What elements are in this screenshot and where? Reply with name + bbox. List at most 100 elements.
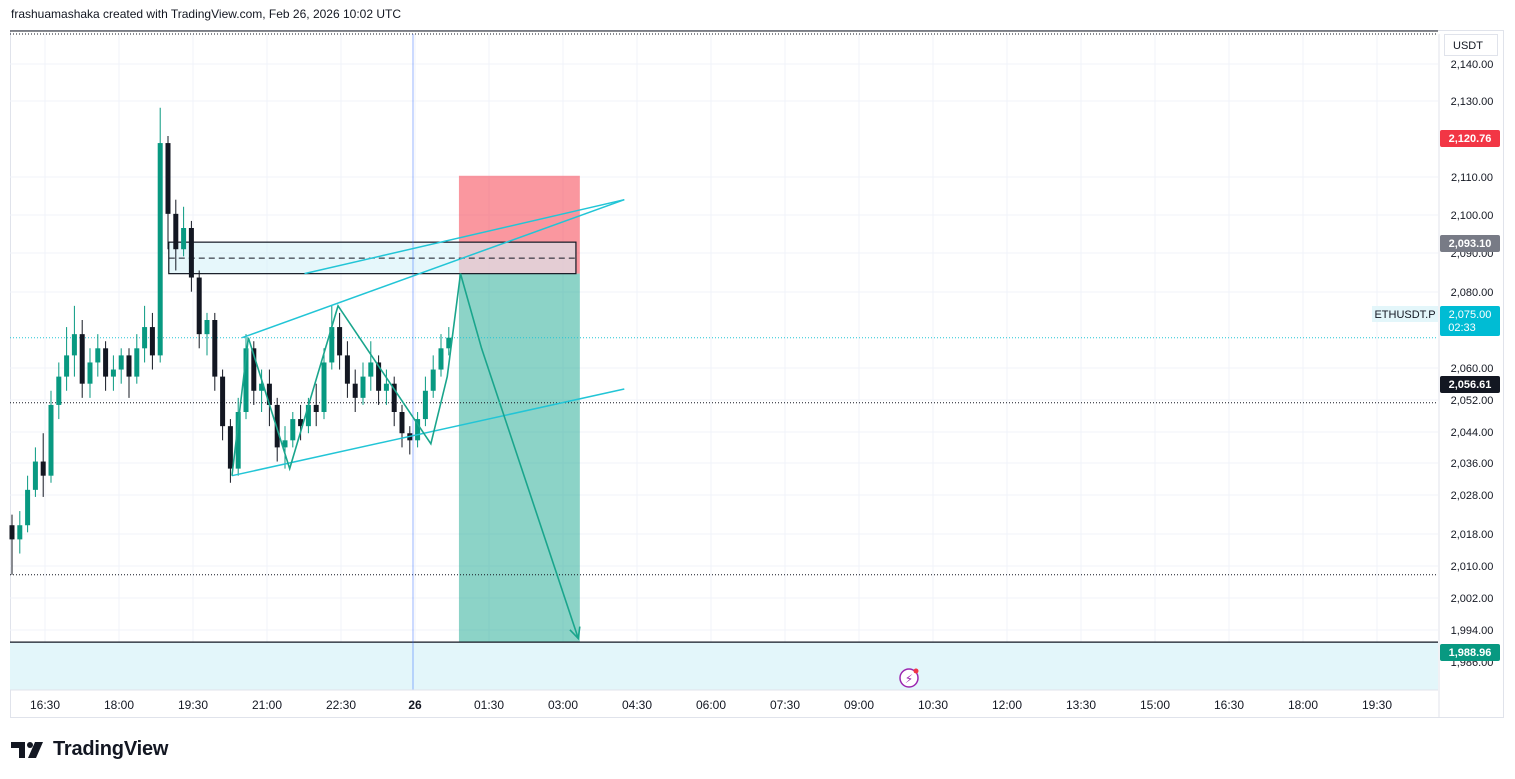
y-tick-label: 2,080.00 [1451,287,1494,299]
x-tick-label: 01:30 [474,698,504,712]
candle-body [415,419,421,441]
x-tick-label: 09:00 [844,698,874,712]
brand-name: TradingView [53,738,169,760]
candle-body [188,228,194,278]
x-tick-label: 15:00 [1140,698,1170,712]
candle-body [40,461,46,476]
candle-body [220,376,226,427]
candle-body [368,362,374,377]
candle-body [71,334,77,356]
candle-body [196,277,202,335]
channel-lower-line [231,388,625,477]
candle-body [266,383,272,405]
x-tick-label: 18:00 [1288,698,1318,712]
price-badge [1440,235,1500,252]
candle-body [134,348,140,377]
chart-attribution: frashuamashaka created with TradingView.… [11,7,401,21]
candle-body [360,376,366,398]
y-tick-label: 2,140.00 [1451,59,1494,71]
candle-body [446,337,452,349]
candle-body [118,355,124,370]
x-tick-label: 04:30 [622,698,652,712]
y-tick-label: 2,028.00 [1451,490,1494,502]
x-tick-label: 18:00 [104,698,134,712]
lightning-glyph: ⚡ [905,672,913,686]
candle-body [422,390,428,420]
y-tick-label: 1,994.00 [1451,625,1494,637]
candle-body [344,355,350,384]
candle-body [149,327,155,356]
y-tick-label: 2,036.00 [1451,458,1494,470]
currency-unit-label[interactable]: USDT [1444,34,1498,56]
last-price-badge [1440,306,1500,336]
candle-body [337,327,343,356]
candle-body [298,419,304,427]
y-tick-label: 2,110.00 [1451,172,1493,184]
candle-body [321,362,327,412]
pattern-zigzag [231,273,580,639]
lightning-icon[interactable] [899,668,919,688]
candle-body [235,412,241,469]
candle-body [430,369,436,391]
candle-body [142,327,148,349]
y-tick-label: 2,002.00 [1451,593,1494,605]
bar-countdown: 02:33 [1448,322,1476,334]
bottom-zone [10,642,1438,690]
candle-body [376,362,382,391]
channel-upper-line [304,198,625,275]
x-tick-label: 12:00 [992,698,1022,712]
x-tick-label: 19:30 [1362,698,1392,712]
x-tick-label: 26 [408,698,422,712]
x-tick-label: 16:30 [30,698,60,712]
tradingview-logo: TradingView [11,738,168,761]
y-tick-label: 2,018.00 [1451,529,1494,541]
candle-body [204,320,210,335]
y-tick-label: 2,130.00 [1451,96,1494,108]
candle-body [56,376,62,405]
candle-body [157,143,163,356]
y-tick-label: 2,052.00 [1451,395,1494,407]
candle-body [391,383,397,412]
candle-body [25,489,31,526]
candle-body [227,426,233,469]
y-tick-label: 2,100.00 [1451,210,1494,222]
candle-body [32,461,38,490]
candle-body [87,362,93,384]
price-badge [1440,376,1500,393]
candle-body [95,348,101,363]
candle-body [173,213,179,250]
candle-body [438,348,444,370]
candle-body [305,404,311,427]
x-tick-label: 10:30 [918,698,948,712]
x-tick-label: 22:30 [326,698,356,712]
target-arrowhead [569,626,581,641]
rising-trendline [241,198,625,339]
candle-body [212,320,218,377]
x-tick-label: 06:00 [696,698,726,712]
x-tick-label: 21:00 [252,698,282,712]
tradingview-logo-icon [11,741,43,758]
candle-body [181,228,187,250]
candle-body [64,355,70,377]
candle-body [165,143,171,214]
price-badge [1440,130,1500,147]
candle-body [126,355,132,377]
price-badge [1440,644,1500,661]
last-price-value: 2,075.00 [1449,309,1492,321]
price-badge-value: 2,056.61 [1449,379,1492,391]
alert-dot [913,668,919,674]
candle-body [110,369,116,377]
candle-body [290,419,296,441]
y-tick-label: 2,044.00 [1451,427,1494,439]
candle-body [399,412,405,434]
x-tick-label: 19:30 [178,698,208,712]
candle-body [9,525,15,540]
candle-body [383,383,389,391]
candle-body [259,383,265,391]
candle-body [103,348,109,377]
x-tick-label: 13:30 [1066,698,1096,712]
candle-body [352,383,358,398]
candle-body [313,404,319,412]
candle-body [243,348,249,412]
